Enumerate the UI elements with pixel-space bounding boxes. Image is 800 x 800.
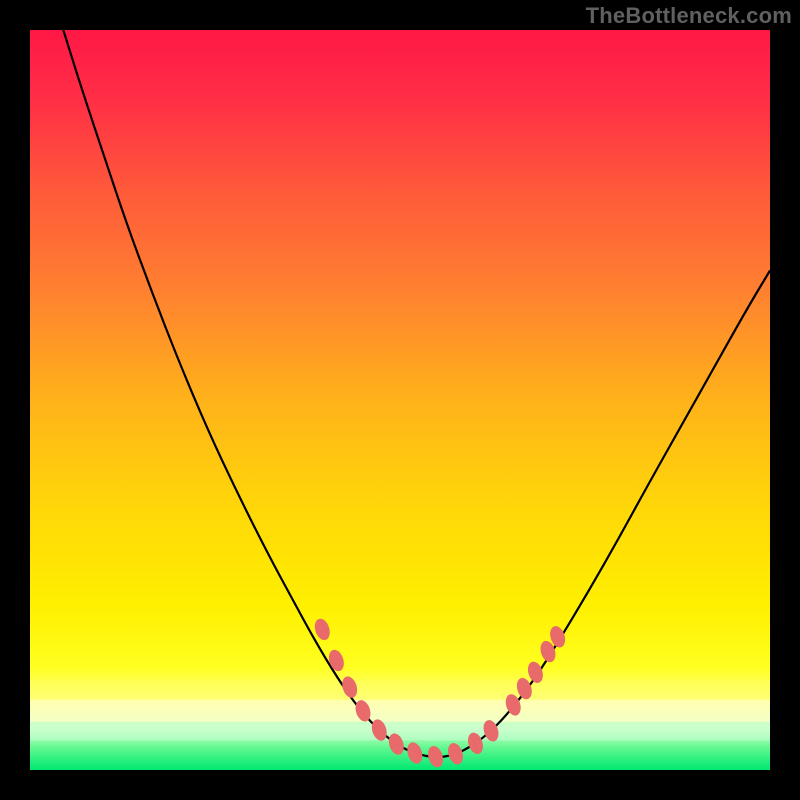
- watermark-text: TheBottleneck.com: [586, 3, 792, 29]
- bottom-bands: [30, 681, 770, 740]
- bottleneck-chart: [0, 0, 800, 800]
- plot-background: [30, 30, 770, 770]
